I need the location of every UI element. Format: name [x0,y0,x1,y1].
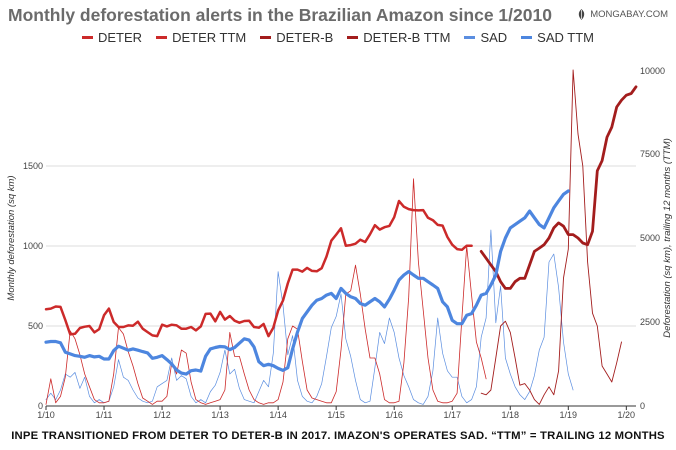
legend-swatch [260,36,272,39]
y2-tick-label: 0 [640,401,645,411]
legend-item: DETER-B [260,30,333,45]
y2-tick-label: 5000 [640,233,660,243]
x-tick-label: 1/18 [501,410,519,420]
legend-swatch [347,36,359,39]
chart-title: Monthly deforestation alerts in the Braz… [8,5,552,25]
x-tick-label: 1/15 [327,410,345,420]
series-line-deter [45,178,487,405]
series-line-deter-ttm [44,199,473,338]
legend-label: DETER [98,30,143,45]
x-tick-label: 1/10 [37,410,55,420]
x-tick-label: 1/13 [211,410,229,420]
series-line-deter-b [480,69,622,405]
brand-logo[interactable]: MONGABAY.COM [577,9,668,20]
y2-tick-label: 7500 [640,149,660,159]
legend-swatch [521,36,533,39]
y-tick-label: 0 [38,401,43,411]
legend-item: SAD [464,30,507,45]
brand-name: MONGABAY.COM [590,9,668,20]
series-line-sad-ttm [44,189,570,376]
y2-axis-title: Deforestation (sq km), trailing 12 month… [662,138,673,338]
legend-item: SAD TTM [521,30,594,45]
legend-label: SAD [480,30,508,45]
x-tick-label: 1/20 [618,410,636,420]
legend-item: DETER [82,30,142,45]
x-tick-label: 1/14 [269,410,287,420]
footer-note: INPE TRANSITIONED FROM DETER TO DETER-B … [11,430,665,442]
chart-legend: DETER DETER TTM DETER-B DETER-B TTM SAD SAD T… [0,30,676,45]
y-tick-label: 500 [28,321,43,331]
legend-swatch [464,36,476,39]
legend-label: DETER TTM [172,30,247,45]
legend-label: DETER-B TTM [363,30,451,45]
legend-item: DETER TTM [156,30,246,45]
y-axis-title: Monthly deforestation (sq km) [6,175,17,300]
chart-plot: 0 500 1000 1500 0 2500 5000 7500 10000 1/10 1/11 1/… [6,66,673,420]
x-tick-label: 1/16 [385,410,403,420]
series-line-deter-b-ttm [479,85,638,290]
x-tick-label: 1/17 [443,410,461,420]
x-tick-label: 1/11 [96,410,113,420]
legend-swatch [82,36,93,39]
leaf-icon [579,9,585,20]
legend-label: DETER-B [276,30,334,45]
legend-label: SAD TTM [537,30,594,45]
legend-swatch [156,36,168,39]
y2-tick-label: 2500 [640,317,660,327]
y2-tick-label: 10000 [640,66,665,76]
x-tick-label: 1/12 [153,410,171,420]
x-tick-label: 1/19 [560,410,578,420]
legend-item: DETER-B TTM [347,30,450,45]
y-tick-label: 1000 [23,241,43,251]
series-line-sad [45,229,574,405]
y-tick-label: 1500 [23,161,43,171]
